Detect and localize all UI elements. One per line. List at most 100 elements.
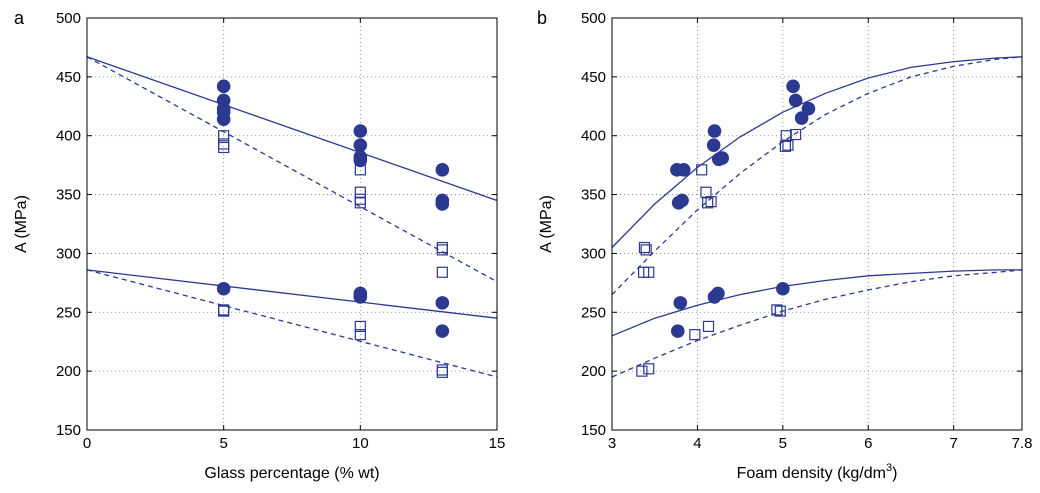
- chart-0-fit-solid-2: [86, 269, 498, 319]
- chart-1-axes-box: [611, 17, 1023, 431]
- chart-0-fit-dashed-3: [86, 269, 498, 378]
- chart-1-xtick-label-3: 6: [864, 435, 872, 452]
- chart-0-point-circle-12: [216, 281, 231, 296]
- chart-0-point-circle-14: [353, 290, 368, 304]
- chart-0-point-square-0: [218, 130, 230, 142]
- chart-0-point-square-8: [436, 244, 448, 256]
- chart-0-xtick-label-1: 5: [219, 435, 227, 452]
- chart-0-ytick-label-0: 150: [56, 422, 81, 439]
- chart-1-ytick-label-1: 200: [581, 363, 606, 380]
- chart-1-point-circle-10: [794, 111, 809, 125]
- chart-0-point-circle-4: [216, 112, 231, 127]
- chart-0-point-circle-11: [435, 197, 450, 211]
- chart-0-panel-label: a: [14, 8, 25, 28]
- chart-1-fit-dashed-3: [611, 269, 1023, 378]
- chart-1-point-circle-9: [788, 93, 803, 108]
- chart-0-point-square-7: [436, 241, 448, 254]
- chart-0-point-circle-6: [353, 138, 368, 152]
- chart-0-point-circle-8: [353, 153, 368, 168]
- chart-0-ytick-label-5: 400: [56, 128, 81, 145]
- chart-1-point-circle-5: [706, 138, 721, 152]
- chart-0-point-circle-5: [353, 124, 368, 138]
- chart-0-ytick-label-1: 200: [56, 363, 81, 380]
- chart-1-point-square-13: [643, 363, 655, 375]
- chart-0-point-square-15: [436, 366, 448, 378]
- chart-1-xtick-label-4: 7: [949, 435, 957, 452]
- chart-1-point-square-9: [640, 244, 652, 256]
- chart-0-ytick-label-7: 500: [56, 10, 81, 27]
- chart-1-point-square-11: [643, 266, 655, 278]
- chart-1-xtick-label-2: 5: [779, 435, 787, 452]
- chart-1-point-circle-4: [707, 124, 722, 138]
- chart-1-point-square-7: [790, 128, 802, 141]
- chart-1-point-circle-3: [675, 193, 689, 208]
- chart-1-xtick-label-1: 4: [693, 435, 701, 452]
- chart-1-xlabel-main: Foam density (kg/dm: [737, 465, 886, 482]
- chart-1-point-circle-11: [801, 101, 816, 116]
- chart-0-ytick-label-2: 250: [56, 304, 81, 321]
- chart-0-point-square-2: [218, 141, 230, 154]
- chart-0-xtick-label-3: 15: [489, 435, 506, 452]
- chart-1-ytick-label-7: 500: [581, 10, 606, 27]
- chart-1-point-circle-13: [670, 324, 685, 338]
- chart-1-point-square-14: [689, 329, 701, 341]
- chart-1-xlabel-end: ): [892, 465, 897, 482]
- chart-0-point-circle-15: [435, 296, 450, 310]
- chart-0-ylabel: A (MPa): [13, 195, 30, 253]
- chart-1-point-square-0: [696, 164, 708, 176]
- chart-1-panel-label: b: [537, 8, 547, 28]
- chart-1-ytick-label-6: 450: [581, 69, 606, 86]
- chart-0-ytick-label-4: 350: [56, 187, 81, 204]
- chart-0-panel: 0 5 10 15 150 200 250 300 350 400 450 500 a A (MPa) Gl…: [13, 8, 505, 482]
- chart-0-xtick-label-0: 0: [83, 435, 91, 452]
- chart-0-point-square-14: [436, 364, 448, 376]
- chart-1-fit-solid-0: [611, 56, 1023, 248]
- chart-1-ytick-label-0: 150: [581, 422, 606, 439]
- chart-1-point-circle-1: [676, 163, 691, 177]
- chart-1-fit-solid-2: [611, 269, 1022, 337]
- chart-1-point-square-3: [705, 196, 717, 208]
- chart-0-xlabel: Glass percentage (% wt): [204, 465, 379, 482]
- chart-1-point-circle-8: [786, 79, 800, 94]
- chart-1-point-circle-12: [673, 296, 688, 310]
- chart-1-point-square-6: [780, 130, 792, 142]
- chart-1-xtick-label-0: 3: [608, 435, 616, 452]
- chart-1-point-square-2: [702, 197, 714, 209]
- chart-1-point-square-17: [774, 305, 786, 317]
- chart-1-fit-dashed-1: [611, 56, 1023, 296]
- chart-0-point-square-12: [354, 320, 366, 333]
- chart-0-point-square-11: [218, 305, 230, 317]
- chart-1-ytick-label-5: 400: [581, 128, 606, 145]
- chart-0-fit-solid-0: [86, 56, 498, 202]
- chart-1-ylabel: A (MPa): [538, 195, 555, 253]
- chart-0-ytick-label-3: 300: [56, 245, 81, 262]
- chart-0-point-square-3: [354, 164, 366, 176]
- chart-0-axes-box: [86, 17, 498, 431]
- chart-0-point-square-6: [354, 197, 366, 209]
- chart-0-point-square-4: [354, 186, 366, 198]
- chart-0-point-circle-0: [216, 79, 231, 94]
- chart-0-point-square-13: [354, 329, 366, 341]
- chart-0-point-square-9: [436, 266, 448, 278]
- chart-1-point-square-8: [638, 241, 651, 254]
- chart-1-ytick-label-4: 350: [581, 187, 606, 204]
- chart-0-point-circle-16: [435, 324, 450, 338]
- chart-0-ytick-label-6: 450: [56, 69, 81, 86]
- chart-0-xtick-label-2: 10: [352, 435, 369, 452]
- chart-0-point-circle-9: [435, 163, 450, 177]
- chart-1-point-circle-7: [715, 151, 729, 165]
- chart-1-point-circle-16: [776, 281, 790, 296]
- chart-1-xlabel-sup: 3: [886, 462, 892, 474]
- chart-1-xtick-label-5: 7.8: [1012, 435, 1033, 452]
- chart-1-point-square-1: [700, 186, 712, 198]
- chart-1-point-square-15: [702, 320, 715, 333]
- chart-0-xlabel-main: Glass percentage (% wt): [204, 465, 379, 482]
- chart-1-ytick-label-3: 300: [581, 245, 606, 262]
- chart-1-panel: 3 4 5 6 7 7.8 150 200 250 300 350 400 450 500 b A (MPa)…: [537, 8, 1032, 482]
- chart-0-fit-dashed-1: [86, 56, 498, 283]
- chart-1-point-square-12: [636, 365, 648, 377]
- chart-1-point-square-16: [771, 304, 783, 316]
- chart-1-ytick-label-2: 250: [581, 304, 606, 321]
